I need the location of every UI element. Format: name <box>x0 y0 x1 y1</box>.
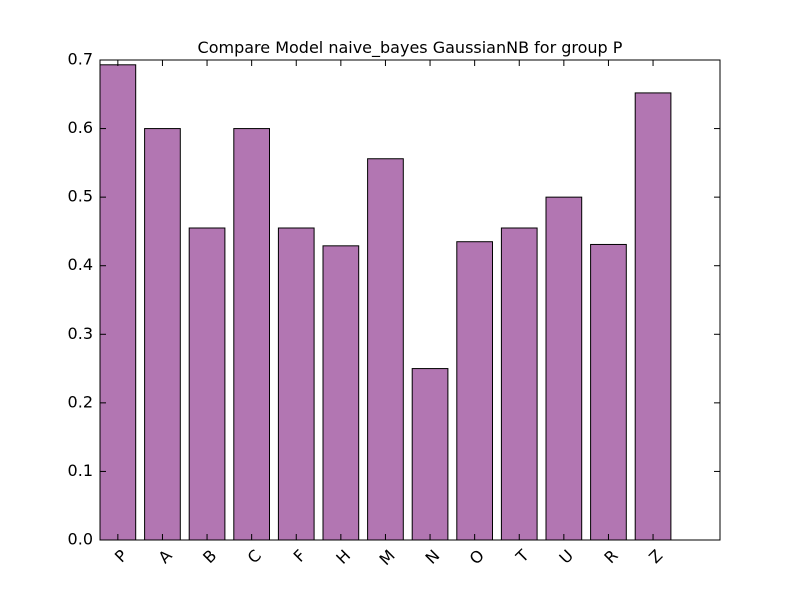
y-tick-label: 0.0 <box>68 530 93 549</box>
bar-C <box>233 128 271 541</box>
bar-P <box>99 64 137 541</box>
y-tick-label: 0.6 <box>68 118 93 137</box>
bar-N <box>411 368 449 541</box>
bar-O <box>456 241 493 541</box>
y-tick-label: 0.4 <box>68 255 93 274</box>
plot-area-frame <box>99 59 721 541</box>
y-tick-label: 0.3 <box>68 324 93 343</box>
y-tick-label: 0.2 <box>68 392 93 411</box>
bar-B <box>188 227 226 541</box>
bar-A <box>144 128 181 541</box>
bar-U <box>545 196 583 541</box>
bars-group <box>99 64 672 541</box>
bar-T <box>500 227 538 541</box>
bar-F <box>277 227 315 541</box>
bar-M <box>367 158 404 541</box>
bar-R <box>590 243 627 541</box>
y-axis: 0.0 0.1 0.2 0.3 0.4 0.5 0.6 0.7 <box>68 50 720 549</box>
y-tick-label: 0.5 <box>68 187 93 206</box>
y-tick-label: 0.7 <box>68 50 93 69</box>
bar-H <box>322 245 360 541</box>
chart-title: Compare Model naive_bayes GaussianNB for… <box>198 38 623 58</box>
bar-Z <box>634 92 672 541</box>
y-tick-label: 0.1 <box>68 461 93 480</box>
